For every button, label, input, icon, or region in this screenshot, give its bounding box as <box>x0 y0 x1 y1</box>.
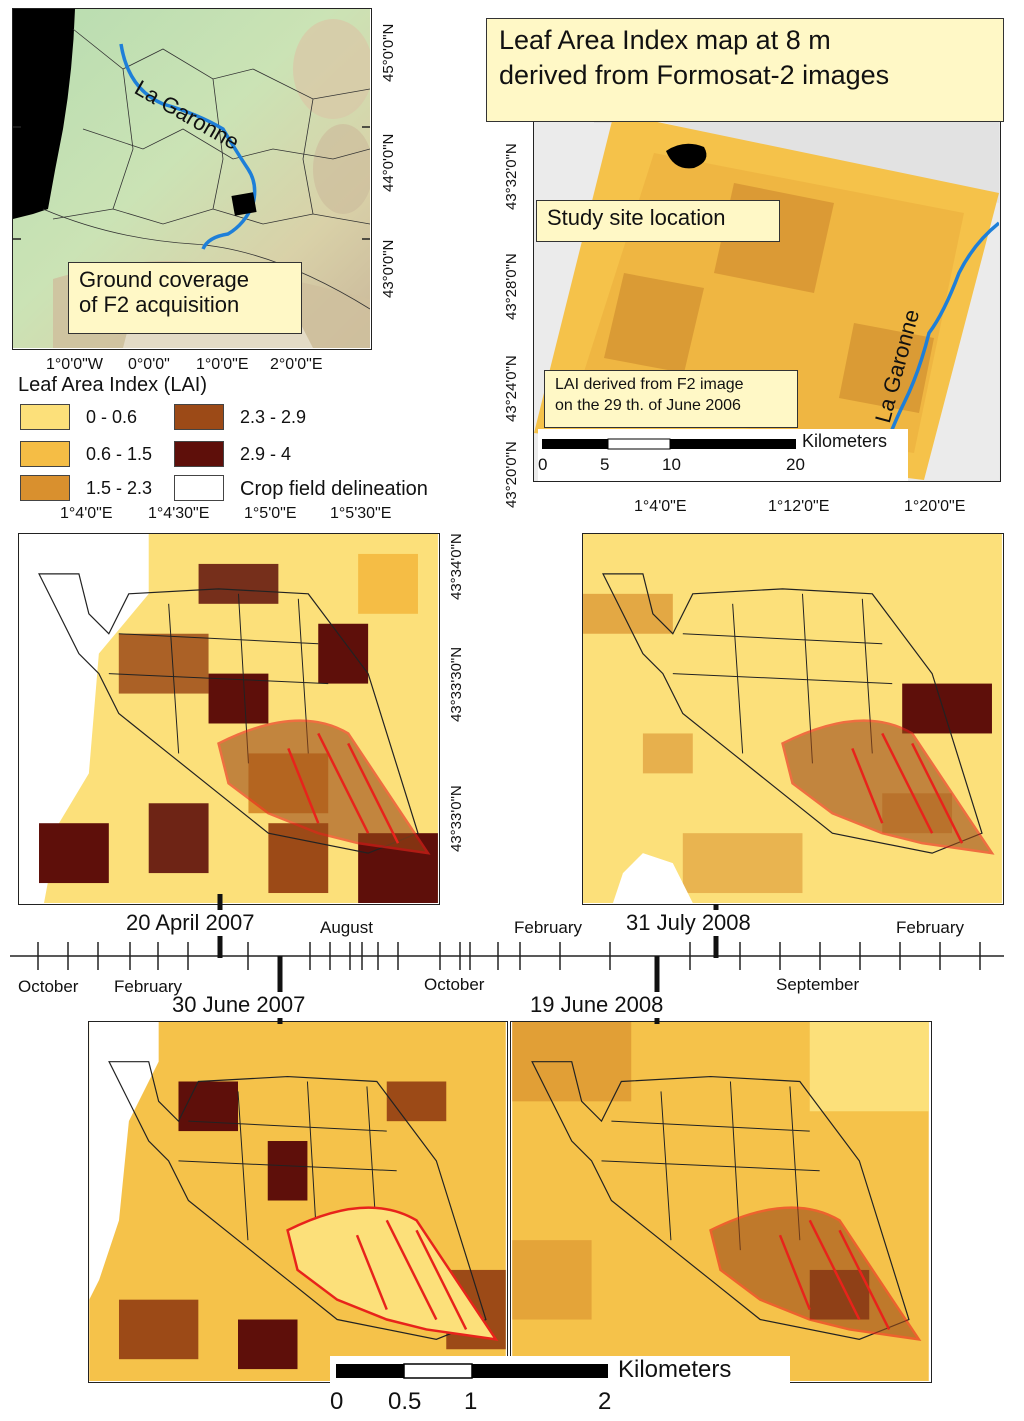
lai-scalebar-svg <box>542 438 796 450</box>
panel-date-label: 20 April 2007 <box>124 910 257 936</box>
detail-lat-label: 43°33'0"N <box>448 785 465 852</box>
panel-30-june-2007 <box>88 1021 508 1383</box>
detail-lon-label: 1°4'0"E <box>60 505 113 522</box>
panel-map-svg <box>89 1022 506 1381</box>
detail-lat-label: 43°33'30"N <box>448 646 465 722</box>
panel-map-svg <box>19 534 438 903</box>
legend-label: 0.6 - 1.5 <box>86 444 153 464</box>
detail-lon-label: 1°4'30"E <box>148 505 210 522</box>
lai-lon-label: 1°20'0"E <box>904 498 966 515</box>
callout-line: Ground coverage <box>79 267 249 292</box>
bottom-scalebar-tick: 2 <box>598 1388 612 1415</box>
overview-lat-label: 45°0'0"N <box>380 23 397 82</box>
overview-lon-label: 2°0'0"E <box>270 356 323 373</box>
detail-lat-label: 43°34'0"N <box>448 533 465 600</box>
legend-label: 2.3 - 2.9 <box>240 407 307 427</box>
overview-lon-label: 1°0'0"E <box>196 356 249 373</box>
bottom-scalebar-svg <box>336 1363 608 1379</box>
date-note-line: LAI derived from F2 image <box>555 376 744 393</box>
legend-swatch <box>20 404 70 430</box>
overview-lon-label: 1°0'0"W <box>46 356 103 373</box>
legend-label: Crop field delineation <box>240 478 428 500</box>
legend: Leaf Area Index (LAI) 0 - 0.6 0.6 - 1.5 … <box>18 374 488 504</box>
timeline-month: September <box>776 975 860 994</box>
panel-date-label: 19 June 2008 <box>528 992 666 1018</box>
legend-swatch <box>174 475 224 501</box>
lai-scalebar-tick: 20 <box>786 455 805 474</box>
lai-scalebar-tick: 10 <box>662 455 681 474</box>
legend-title: Leaf Area Index (LAI) <box>18 374 208 396</box>
panel-map-svg <box>512 1022 929 1381</box>
panel-date-label: 30 June 2007 <box>170 992 308 1018</box>
timeline-month: October <box>424 975 485 994</box>
panel-19-june-2008 <box>510 1021 932 1383</box>
bottom-scalebar-unit: Kilometers <box>618 1356 732 1383</box>
lai-scalebar-tick: 5 <box>600 455 610 474</box>
bottom-scalebar-tick: 1 <box>464 1388 478 1415</box>
lai-lon-label: 1°4'0"E <box>634 498 687 515</box>
lai-lat-label: 43°24'0"N <box>503 355 520 422</box>
detail-lon-label: 1°5'0"E <box>244 505 297 522</box>
lai-title-line: derived from Formosat-2 images <box>499 60 890 91</box>
bottom-scalebar-tick: 0 <box>330 1388 344 1415</box>
panel-date-label: 31 July 2008 <box>624 910 753 936</box>
bottom-scalebar: Kilometers 0 0.5 1 2 <box>330 1356 790 1418</box>
panel-map-svg <box>583 534 1002 903</box>
panel-31-july-2008 <box>582 533 1004 905</box>
lai-title-line: Leaf Area Index map at 8 m <box>499 25 831 55</box>
bottom-scalebar-tick: 0.5 <box>388 1388 422 1415</box>
legend-swatch <box>174 441 224 467</box>
lai-scalebar-unit: Kilometers <box>802 431 888 451</box>
timeline-month: February <box>896 918 965 937</box>
timeline-month: February <box>514 918 583 937</box>
lai-date-note: LAI derived from F2 image on the 29 th. … <box>544 370 798 428</box>
detail-lon-label: 1°5'30"E <box>330 505 392 522</box>
callout-line: of F2 acquisition <box>79 292 240 318</box>
overview-lat-label: 44°0'0"N <box>380 133 397 192</box>
legend-label: 0 - 0.6 <box>86 407 138 427</box>
lai-lat-label: 43°32'0"N <box>503 143 520 210</box>
legend-swatch <box>174 404 224 430</box>
timeline-month: August <box>320 918 373 937</box>
lai-lat-label: 43°28'0"N <box>503 253 520 320</box>
timeline-month: February <box>114 977 183 996</box>
ground-coverage-callout: Ground coverage of F2 acquisition <box>68 262 302 334</box>
panel-20-april-2007 <box>18 533 440 905</box>
lai-scalebar: Kilometers 0 5 10 20 <box>538 429 908 481</box>
lai-title-callout: Leaf Area Index map at 8 m derived from … <box>486 18 1004 122</box>
overview-lat-label: 43°0'0"N <box>380 239 397 298</box>
timeline-month: October <box>18 977 79 996</box>
lai-scalebar-tick: 0 <box>538 455 548 474</box>
legend-swatch <box>20 441 70 467</box>
legend-label: 2.9 - 4 <box>240 444 292 464</box>
date-note-line: on the 29 th. of June 2006 <box>555 396 741 414</box>
study-site-callout: Study site location <box>536 200 780 242</box>
lai-lon-label: 1°12'0"E <box>768 498 830 515</box>
legend-label: 1.5 - 2.3 <box>86 478 153 498</box>
overview-lon-label: 0°0'0" <box>128 356 170 373</box>
legend-swatch <box>20 475 70 501</box>
lai-lat-label: 43°20'0"N <box>503 441 520 508</box>
